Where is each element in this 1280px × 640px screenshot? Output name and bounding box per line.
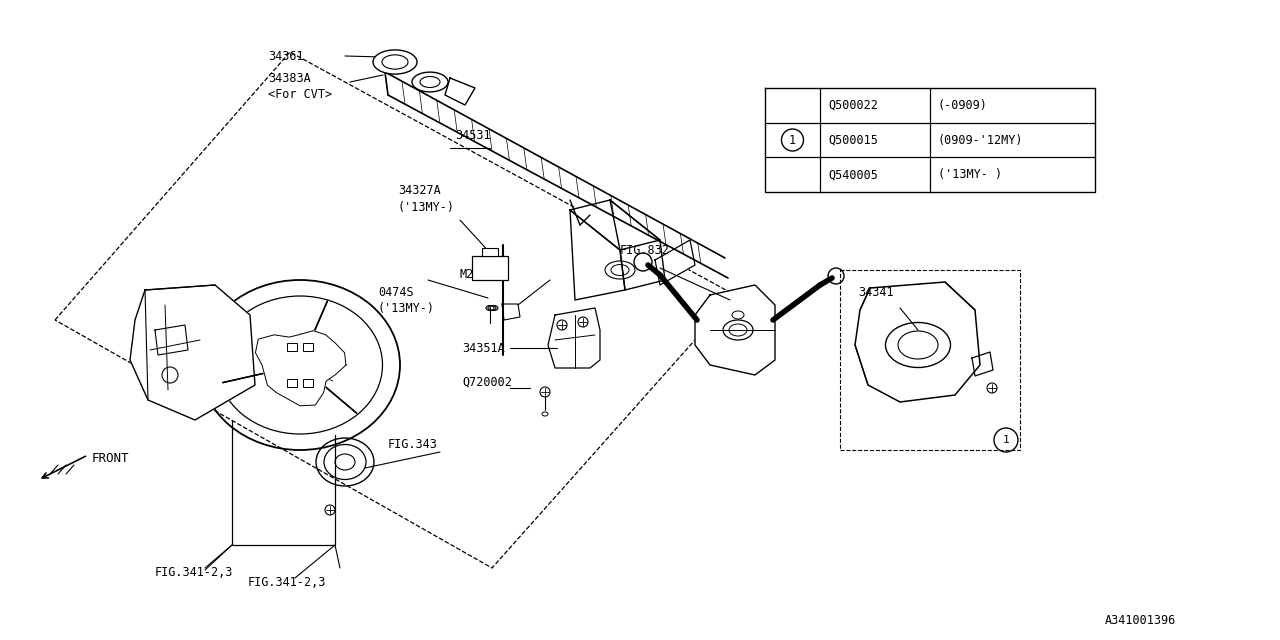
Text: Q540005: Q540005 <box>828 168 878 181</box>
Text: 0474S: 0474S <box>378 285 413 298</box>
Text: 34383A: 34383A <box>268 72 311 84</box>
Polygon shape <box>155 325 188 355</box>
Ellipse shape <box>412 72 448 92</box>
Polygon shape <box>570 200 660 250</box>
Polygon shape <box>570 210 625 300</box>
Text: 34351A: 34351A <box>462 342 504 355</box>
Text: (0909-'12MY): (0909-'12MY) <box>938 134 1024 147</box>
Text: Q500015: Q500015 <box>828 134 878 147</box>
Text: Q720002: Q720002 <box>462 376 512 388</box>
Polygon shape <box>445 78 475 105</box>
Bar <box>303 379 314 387</box>
Bar <box>287 379 297 387</box>
Polygon shape <box>695 285 774 375</box>
Bar <box>303 343 314 351</box>
Text: ('13MY-): ('13MY-) <box>378 301 435 314</box>
Text: FIG.832: FIG.832 <box>620 243 669 257</box>
Text: 34361: 34361 <box>268 49 303 63</box>
Text: 34341: 34341 <box>858 285 893 298</box>
Polygon shape <box>655 240 695 285</box>
Text: 34327A: 34327A <box>398 184 440 196</box>
Circle shape <box>634 253 652 271</box>
Text: 34531: 34531 <box>454 129 490 141</box>
Bar <box>287 343 297 351</box>
Circle shape <box>828 268 844 284</box>
Text: A341001396: A341001396 <box>1105 614 1176 627</box>
Text: (-0909): (-0909) <box>938 99 988 112</box>
Text: FIG.341-2,3: FIG.341-2,3 <box>248 575 326 589</box>
Text: <For CVT>: <For CVT> <box>268 88 332 100</box>
Text: FRONT: FRONT <box>92 451 129 465</box>
Polygon shape <box>855 282 980 402</box>
Text: FIG.343: FIG.343 <box>388 438 438 451</box>
Text: FIG.341-2,3: FIG.341-2,3 <box>155 566 233 579</box>
Text: 1: 1 <box>788 134 796 147</box>
Polygon shape <box>131 285 255 420</box>
Bar <box>472 256 508 280</box>
Polygon shape <box>385 72 728 278</box>
Polygon shape <box>972 352 993 376</box>
Text: ('13MY-): ('13MY-) <box>398 200 454 214</box>
Bar <box>483 248 498 256</box>
Polygon shape <box>502 304 520 320</box>
Polygon shape <box>548 308 600 368</box>
Polygon shape <box>611 200 666 290</box>
Polygon shape <box>256 331 346 406</box>
Text: ('13MY- ): ('13MY- ) <box>938 168 1002 181</box>
Text: 1: 1 <box>1002 435 1010 445</box>
Text: Q500022: Q500022 <box>828 99 878 112</box>
Ellipse shape <box>372 50 417 74</box>
Text: M250083: M250083 <box>460 268 509 280</box>
